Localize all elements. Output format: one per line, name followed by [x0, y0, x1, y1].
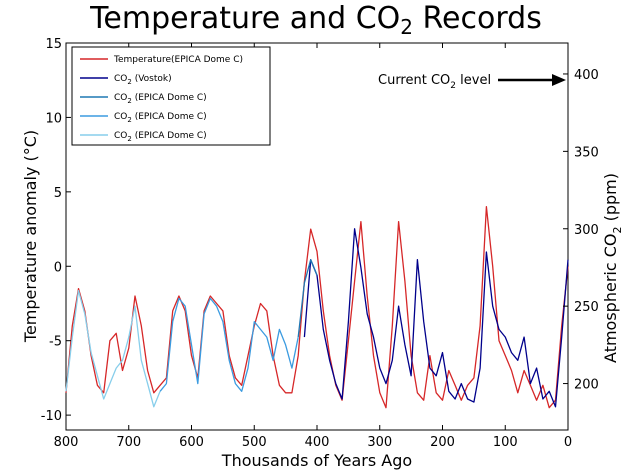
y-axis-label-left: Temperature anomaly (°C) — [21, 130, 40, 343]
y-tick-label-right: 250 — [574, 300, 599, 315]
y-tick-label-left: 5 — [54, 186, 62, 201]
annotation-label: Current CO2 level — [378, 73, 491, 91]
y-tick-label-left: -5 — [49, 335, 62, 350]
series-line-0 — [65, 206, 569, 409]
series-line-2 — [297, 259, 318, 338]
ticks-layer: 800 700 600 500 400 300 200 100 0 -10 -5 0 5 10 15 200 2… — [41, 37, 599, 450]
chart-title: Temperature and CO2 Records — [89, 1, 542, 39]
legend-label-3: CO2 (EPICA Dome C) — [114, 112, 207, 124]
x-tick-label: 800 — [54, 435, 79, 450]
series-line-4 — [65, 290, 161, 408]
y-axis-label-right: Atmospheric CO2 (ppm) — [601, 173, 624, 363]
series-layer — [65, 206, 569, 409]
x-tick-label: 100 — [493, 435, 518, 450]
y-tick-label-right: 350 — [574, 145, 599, 160]
x-axis-label: Thousands of Years Ago — [221, 451, 412, 470]
y-tick-label-left: 0 — [54, 260, 62, 275]
x-tick-label: 400 — [305, 435, 330, 450]
legend-label-4: CO2 (EPICA Dome C) — [114, 131, 207, 143]
x-tick-label: 500 — [242, 435, 267, 450]
legend-label-1: CO2 (Vostok) — [114, 74, 172, 86]
y-tick-label-left: 10 — [45, 111, 62, 126]
legend-box — [71, 46, 271, 146]
annotation-arrow-head — [552, 74, 566, 86]
x-tick-label: 0 — [564, 435, 572, 450]
x-tick-label: 700 — [116, 435, 141, 450]
series-line-1 — [303, 228, 569, 408]
y-tick-label-right: 400 — [574, 68, 599, 83]
y-tick-label-left: 15 — [45, 37, 62, 52]
x-tick-label: 600 — [179, 435, 204, 450]
legend-label-2: CO2 (EPICA Dome C) — [114, 93, 207, 105]
legend: Temperature(EPICA Dome C) CO2 (Vostok) CO2… — [71, 46, 271, 146]
x-tick-label: 200 — [430, 435, 455, 450]
y-tick-label-right: 300 — [574, 223, 599, 238]
series-line-3 — [159, 297, 299, 392]
y-tick-label-right: 200 — [574, 378, 599, 393]
current-co2-annotation: Current CO2 level — [378, 73, 566, 91]
legend-label-0: Temperature(EPICA Dome C) — [113, 55, 243, 65]
y-tick-label-left: -10 — [41, 409, 62, 424]
x-tick-label: 300 — [367, 435, 392, 450]
